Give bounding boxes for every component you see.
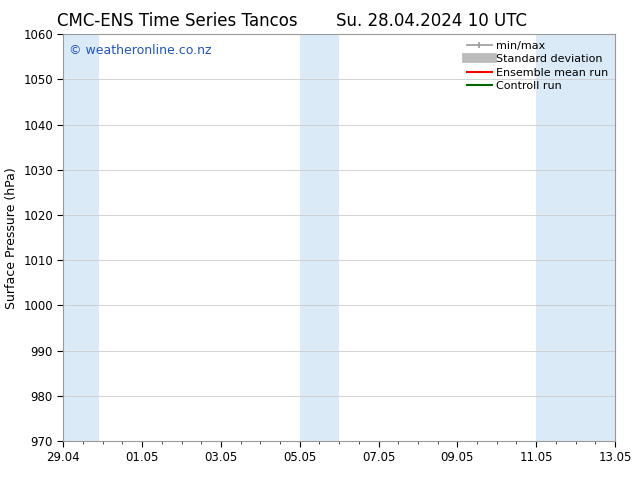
Legend: min/max, Standard deviation, Ensemble mean run, Controll run: min/max, Standard deviation, Ensemble me… — [463, 37, 612, 96]
Bar — [300, 34, 339, 441]
Text: Su. 28.04.2024 10 UTC: Su. 28.04.2024 10 UTC — [335, 12, 527, 30]
Text: CMC-ENS Time Series Tancos: CMC-ENS Time Series Tancos — [57, 12, 298, 30]
Bar — [536, 34, 615, 441]
Y-axis label: Surface Pressure (hPa): Surface Pressure (hPa) — [4, 167, 18, 309]
Text: © weatheronline.co.nz: © weatheronline.co.nz — [69, 45, 211, 57]
Bar — [63, 34, 99, 441]
